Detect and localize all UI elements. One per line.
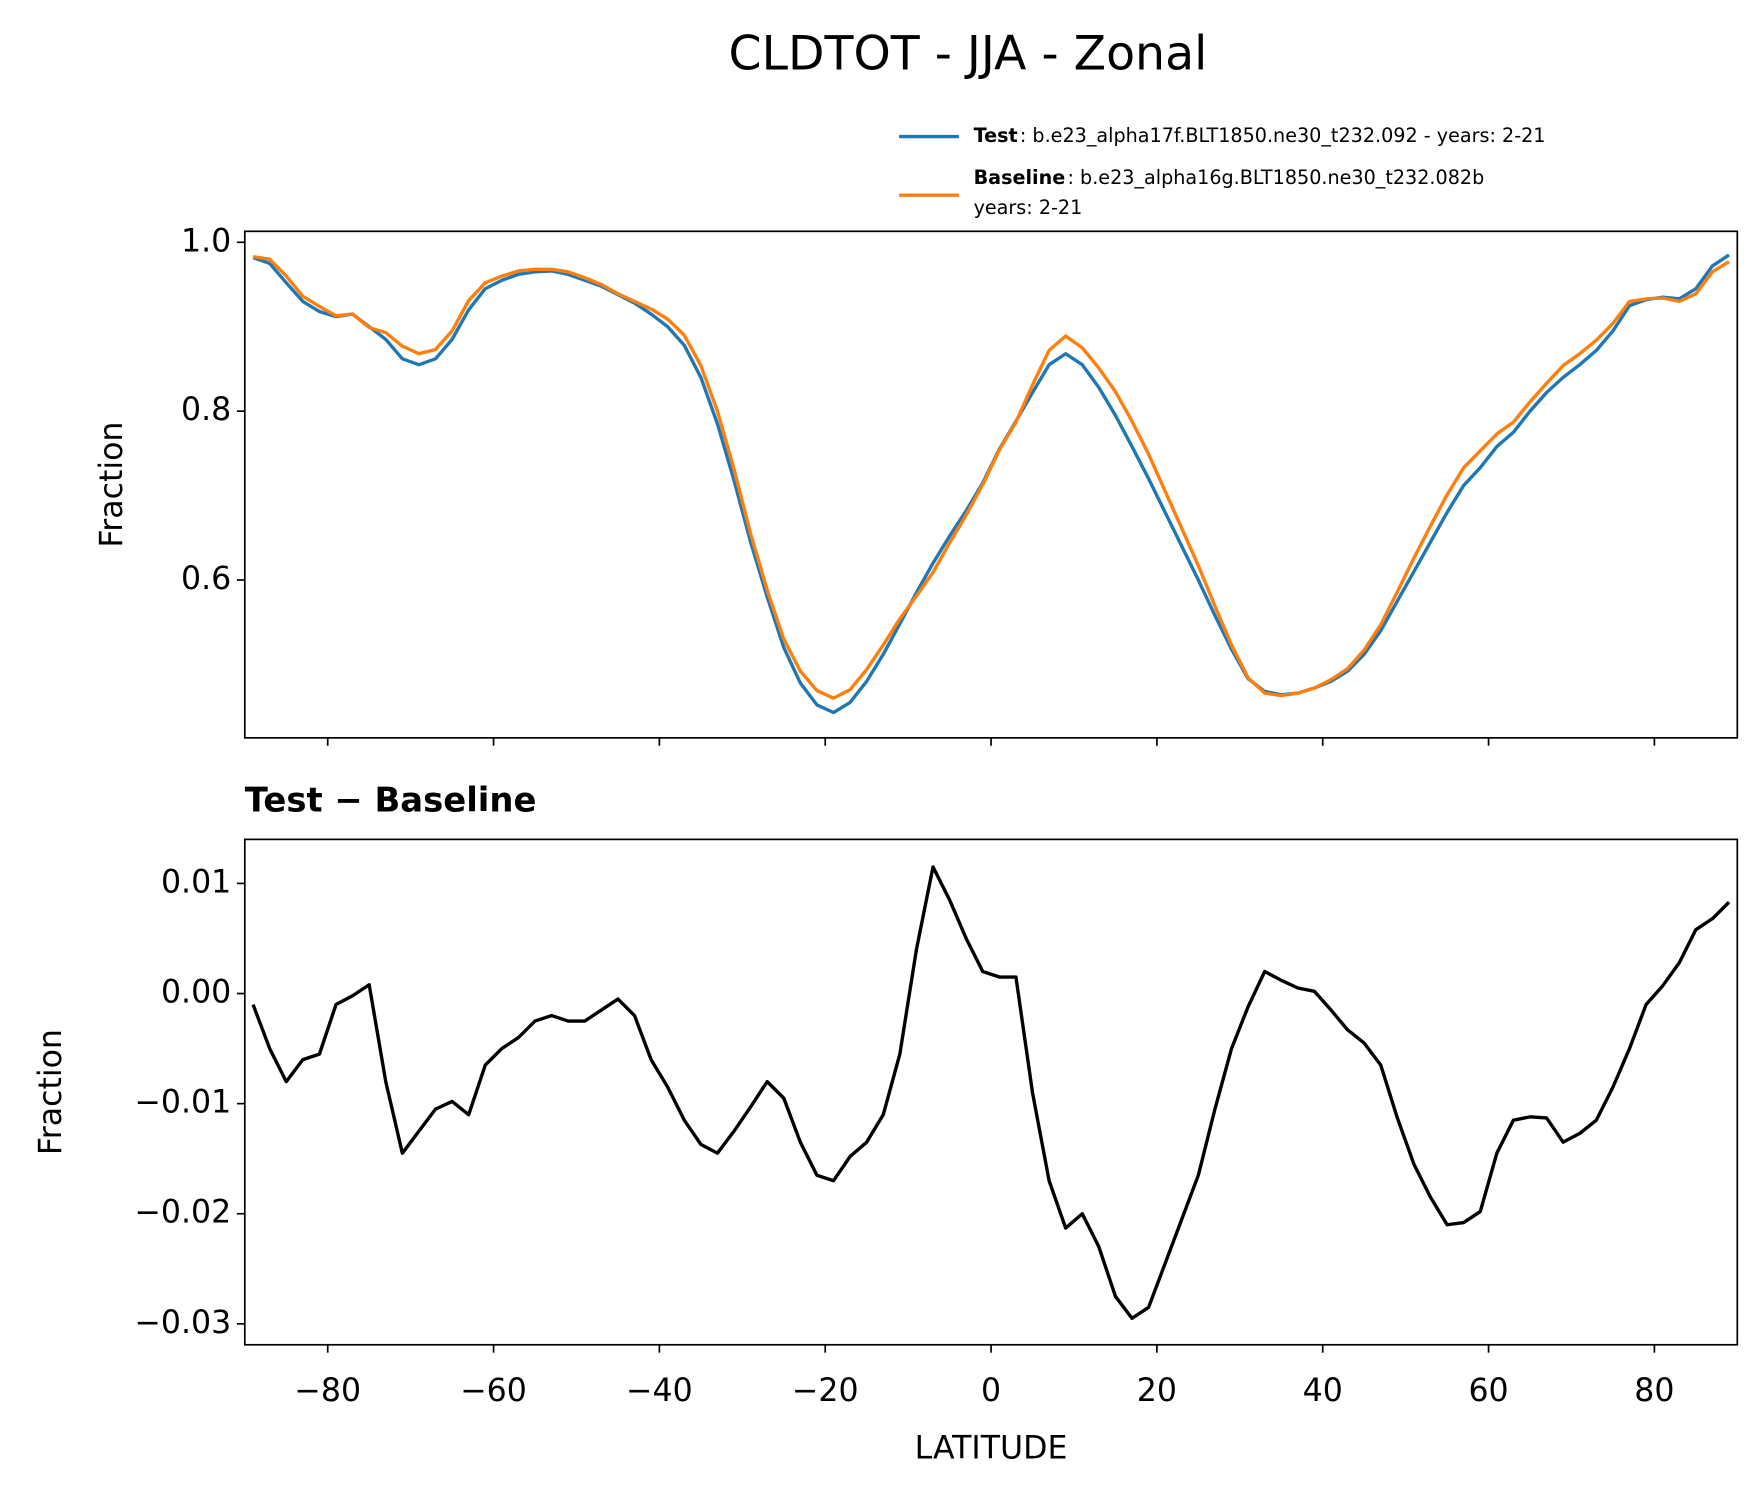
axes-frame xyxy=(243,838,1739,1346)
x-tick-label: 80 xyxy=(1634,1373,1674,1409)
legend-name: Test xyxy=(974,124,1018,147)
subplot-title: Test − Baseline xyxy=(245,781,537,820)
x-tick-label: −20 xyxy=(792,1373,859,1409)
x-tick-label: 0 xyxy=(981,1373,1001,1409)
x-tick-label: 20 xyxy=(1137,1373,1177,1409)
chart-title: CLDTOT - JJA - Zonal xyxy=(729,26,1208,81)
x-tick-label: 60 xyxy=(1468,1373,1508,1409)
y-tick-label: −0.03 xyxy=(134,1305,231,1341)
legend-text: years: 2-21 xyxy=(974,196,1083,219)
x-tick-label: 40 xyxy=(1303,1373,1343,1409)
data-line xyxy=(252,254,1730,700)
legend-text: : b.e23_alpha17f.BLT1850.ne30_t232.092 -… xyxy=(1020,124,1546,147)
y-tick-label: 0.01 xyxy=(161,864,231,900)
legend-name: Baseline xyxy=(974,166,1066,189)
y-tick-label: −0.02 xyxy=(134,1195,231,1231)
y-tick-label: 0.00 xyxy=(161,975,231,1011)
data-line xyxy=(252,253,1730,715)
y-axis-label: Fraction xyxy=(94,422,130,548)
x-tick-label: −80 xyxy=(294,1373,361,1409)
x-tick-label: −40 xyxy=(626,1373,693,1409)
y-axis-label: Fraction xyxy=(33,1029,69,1155)
y-tick-label: 1.0 xyxy=(181,223,231,259)
y-tick-label: 0.8 xyxy=(181,392,231,428)
axes-frame xyxy=(243,230,1739,739)
y-tick-label: 0.6 xyxy=(181,561,231,597)
x-tick-label: −60 xyxy=(460,1373,527,1409)
data-line xyxy=(251,865,1731,1321)
y-tick-label: −0.01 xyxy=(134,1085,231,1121)
x-axis-label: LATITUDE xyxy=(915,1431,1068,1467)
legend-text: : b.e23_alpha16g.BLT1850.ne30_t232.082b xyxy=(1068,166,1485,189)
